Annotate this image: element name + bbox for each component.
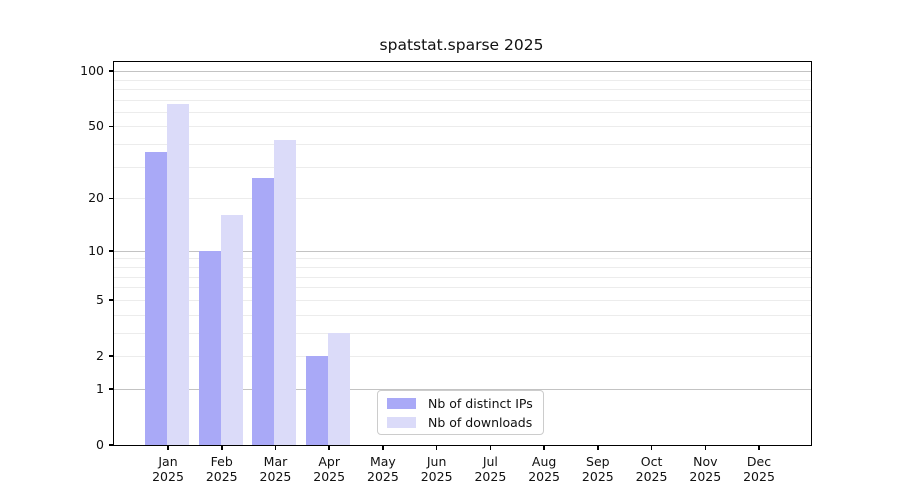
bar-downloads-mar <box>274 140 297 445</box>
x-tick-label: Mar 2025 <box>259 454 292 484</box>
y-axis-tick <box>109 70 114 72</box>
major-gridline <box>114 250 811 252</box>
x-axis-tick <box>758 445 760 450</box>
minor-gridline <box>114 287 811 289</box>
legend-label-downloads: Nb of downloads <box>428 414 533 430</box>
minor-gridline <box>114 276 811 278</box>
minor-gridline <box>114 79 811 81</box>
x-axis-tick <box>220 445 223 450</box>
legend-item-distinct-ips: Nb of distinct IPs <box>387 395 543 411</box>
minor-gridline <box>114 166 811 168</box>
minor-gridline <box>114 258 811 260</box>
y-axis-tick <box>109 125 114 128</box>
x-tick-label: Sep 2025 <box>581 454 614 484</box>
y-tick-label: 0 <box>96 437 104 452</box>
y-tick-label: 50 <box>88 118 104 134</box>
plot-area: 0 1 2 5 10 20 50 100 Jan 2025 Feb 2025 Mar 2025 Apr… <box>80 61 812 484</box>
bar-distinct-ips-feb <box>198 250 221 445</box>
x-tick-label: Feb 2025 <box>205 454 238 484</box>
minor-gridline <box>114 299 811 301</box>
x-axis-tick <box>704 445 707 450</box>
minor-gridline <box>114 99 811 101</box>
major-gridline <box>114 388 811 390</box>
x-tick-label: Nov 2025 <box>689 454 722 484</box>
legend-item-downloads: Nb of downloads <box>387 414 543 430</box>
x-axis-tick <box>274 445 277 450</box>
y-axis-tick <box>109 299 114 301</box>
x-axis-tick <box>382 445 384 450</box>
bar-distinct-ips-mar <box>252 177 275 445</box>
chart-title: spatstat.sparse 2025 <box>379 36 544 54</box>
y-axis-tick <box>109 444 114 446</box>
bar-distinct-ips-apr <box>306 356 329 445</box>
x-axis-tick <box>435 445 438 450</box>
legend-swatch-distinct-ips <box>387 397 416 409</box>
x-axis-tick <box>597 445 599 450</box>
y-axis-tick <box>109 355 114 357</box>
x-axis-tick <box>543 445 545 450</box>
x-tick-label: Oct 2025 <box>635 454 668 484</box>
y-axis-tick <box>109 388 114 390</box>
x-tick-label: Apr 2025 <box>313 454 346 484</box>
minor-gridline <box>114 332 811 334</box>
minor-gridline <box>114 314 811 316</box>
x-tick-label: Aug 2025 <box>528 454 561 484</box>
x-tick-label: Dec 2025 <box>743 454 775 484</box>
x-tick-label: Jul 2025 <box>474 454 507 484</box>
x-tick-label: May 2025 <box>367 454 399 484</box>
legend-label-distinct-ips: Nb of distinct IPs <box>428 395 533 411</box>
y-axis-tick <box>109 197 114 200</box>
minor-gridline <box>114 111 811 113</box>
x-axis-tick <box>650 445 653 450</box>
minor-gridline <box>114 88 811 90</box>
y-tick-label: 100 <box>80 63 104 79</box>
minor-gridline <box>114 144 811 146</box>
x-axis-tick <box>328 445 330 450</box>
y-tick-label: 10 <box>88 242 104 258</box>
minor-gridline <box>114 198 811 200</box>
y-tick-label: 2 <box>96 347 104 363</box>
bar-downloads-feb <box>220 215 243 445</box>
bar-downloads-jan <box>167 104 189 445</box>
bar-distinct-ips-jan <box>145 152 167 445</box>
legend: Nb of distinct IPs Nb of downloads <box>377 390 544 435</box>
y-tick-label: 1 <box>96 380 104 396</box>
minor-gridline <box>114 355 811 357</box>
x-axis-tick <box>489 445 492 450</box>
major-gridline <box>114 71 811 73</box>
x-tick-label: Jun 2025 <box>420 454 453 484</box>
x-tick-label: Jan 2025 <box>152 454 184 484</box>
y-tick-label: 20 <box>88 190 104 206</box>
y-axis-tick <box>109 249 114 252</box>
legend-swatch-downloads <box>387 416 416 428</box>
x-axis-tick <box>167 445 169 450</box>
minor-gridline <box>114 266 811 268</box>
y-tick-label: 5 <box>96 291 104 307</box>
minor-gridline <box>114 126 811 128</box>
bar-downloads-apr <box>328 332 351 445</box>
